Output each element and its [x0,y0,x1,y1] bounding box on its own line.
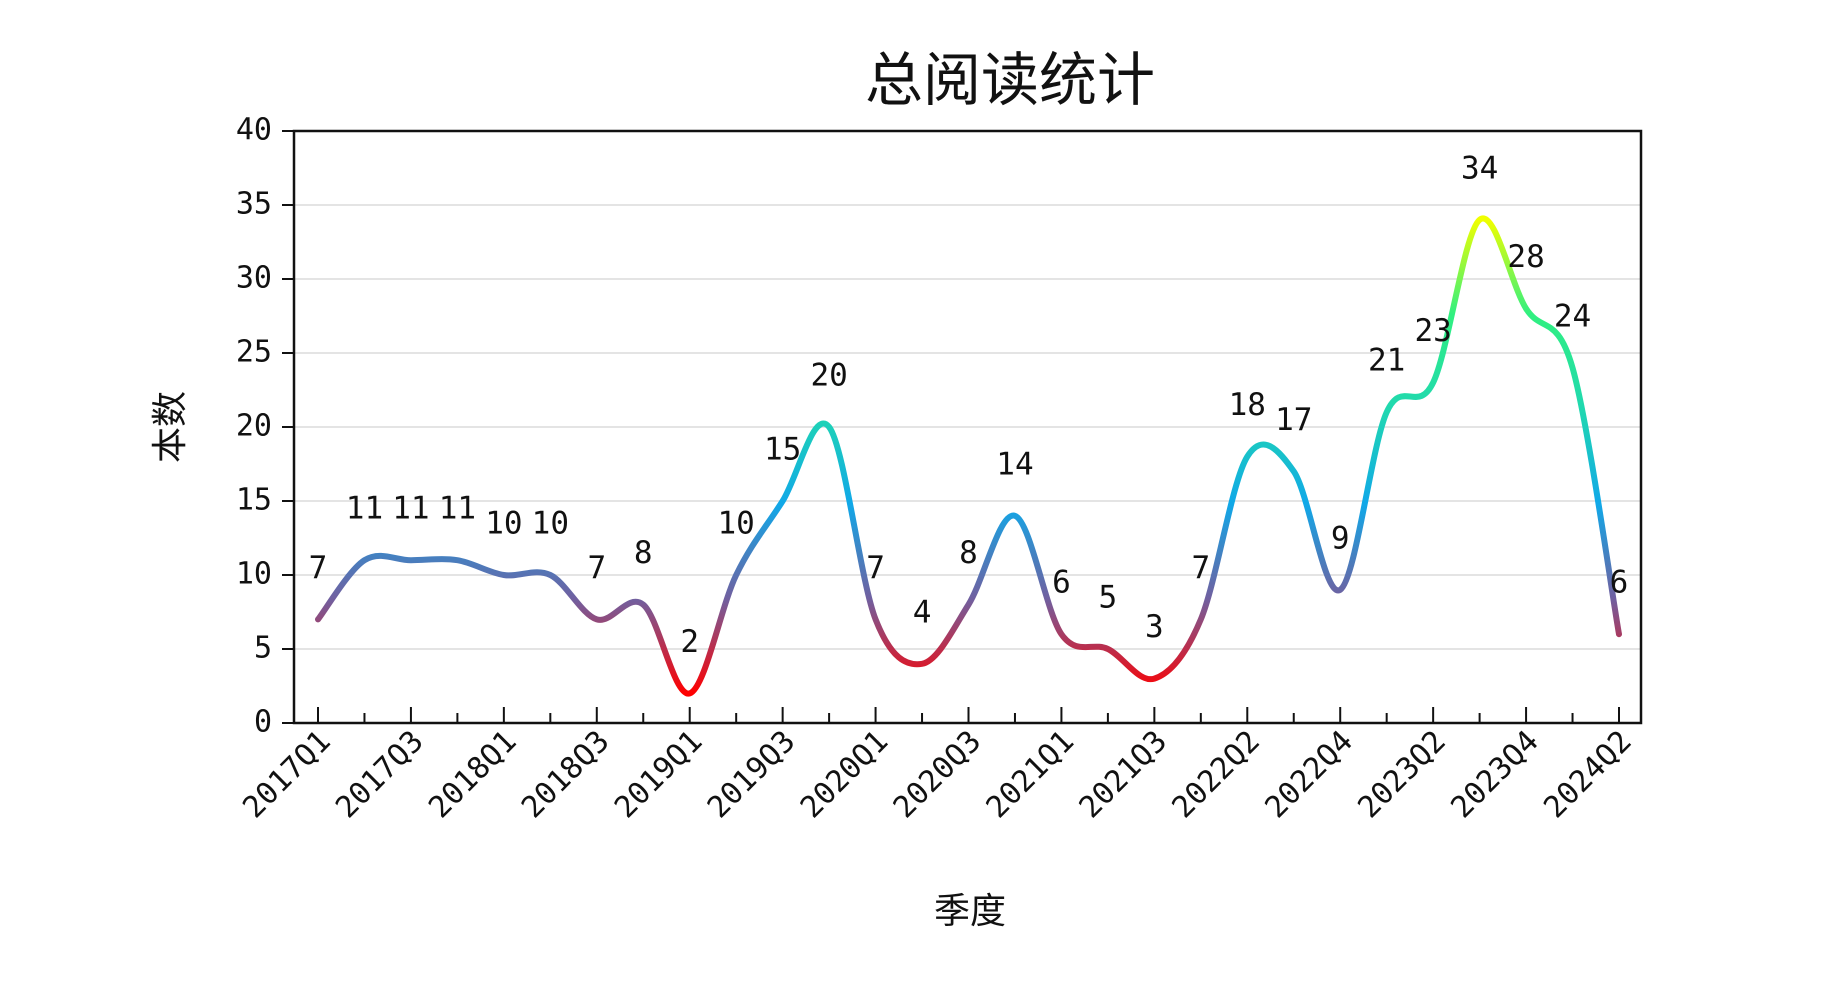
x-tick-label: 2023Q4 [1444,724,1545,825]
value-label: 7 [1191,550,1210,586]
x-tick-label: 2017Q1 [236,724,337,825]
y-tick-label: 25 [236,335,272,370]
value-label: 3 [1145,609,1164,645]
x-tick-label: 2017Q3 [329,724,430,825]
value-label: 8 [959,535,978,571]
x-tick-label: 2018Q1 [422,724,523,825]
value-label: 17 [1275,402,1312,438]
value-label: 7 [587,550,606,586]
x-tick-label: 2019Q3 [701,724,802,825]
y-tick-label: 10 [236,557,272,592]
y-tick-label: 40 [236,113,272,148]
value-label: 11 [439,491,476,527]
y-tick-label: 15 [236,483,272,518]
x-tick-label: 2018Q3 [515,724,616,825]
value-label: 21 [1368,343,1405,379]
x-axis-label: 季度 [934,891,1006,932]
value-label: 6 [1052,565,1071,601]
x-tick-label: 2020Q1 [794,724,895,825]
value-label: 24 [1554,298,1591,334]
value-label: 18 [1229,387,1266,423]
value-label: 20 [810,358,847,394]
value-label: 11 [346,491,383,527]
value-label: 23 [1414,313,1451,349]
value-label: 10 [718,506,755,542]
x-tick-label: 2021Q3 [1073,724,1174,825]
value-label: 28 [1507,239,1544,275]
x-tick-label: 2021Q1 [980,724,1081,825]
value-label: 34 [1461,150,1498,186]
value-label: 10 [532,506,569,542]
value-label: 8 [634,535,653,571]
value-label: 15 [764,432,801,468]
value-label: 9 [1331,520,1350,556]
y-tick-label: 0 [254,705,272,740]
x-tick-label: 2019Q1 [608,724,709,825]
value-label: 11 [392,491,429,527]
value-label: 7 [866,550,885,586]
y-axis-label: 本数 [150,391,191,463]
y-tick-label: 5 [254,631,272,666]
x-tick-label: 2023Q2 [1351,724,1452,825]
line [315,215,1622,697]
value-label: 2 [680,624,699,660]
value-label: 6 [1610,565,1629,601]
y-tick-label: 35 [236,187,272,222]
value-label: 7 [309,550,328,586]
x-tick-label: 2020Q3 [887,724,988,825]
value-label: 14 [996,446,1033,482]
chart-title: 总阅读统计 [865,46,1155,114]
x-tick-label: 2022Q2 [1166,724,1267,825]
x-tick-label: 2022Q4 [1259,724,1360,825]
y-tick-label: 30 [236,261,272,296]
y-tick-label: 20 [236,409,272,444]
value-label: 4 [913,594,932,630]
value-label: 5 [1099,580,1118,616]
x-tick-label: 2024Q2 [1537,724,1638,825]
value-label: 10 [485,506,522,542]
